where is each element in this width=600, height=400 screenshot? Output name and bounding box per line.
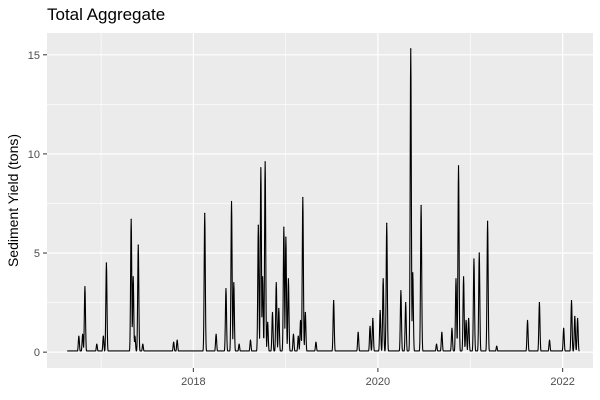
data-point — [465, 319, 467, 322]
data-point — [302, 196, 304, 199]
plot-panel — [47, 33, 593, 368]
data-point — [357, 331, 359, 333]
data-point — [249, 339, 252, 341]
data-point — [538, 301, 541, 304]
grid-lines — [47, 33, 593, 368]
data-point — [369, 325, 371, 327]
data-point — [285, 236, 287, 238]
x-tick-label: 2022 — [550, 376, 574, 388]
data-point — [526, 319, 529, 322]
x-tick-label: 2018 — [181, 376, 205, 388]
data-point — [372, 317, 374, 320]
sediment-yield-line — [66, 48, 580, 352]
data-point — [238, 343, 240, 345]
data-point — [386, 222, 388, 224]
data-point — [271, 311, 274, 314]
data-point — [379, 309, 381, 312]
data-point — [441, 331, 443, 333]
data-point — [137, 244, 139, 246]
data-point — [278, 307, 280, 310]
data-point — [283, 226, 285, 228]
series-layer — [66, 48, 580, 352]
data-point — [570, 300, 573, 302]
data-point — [299, 319, 302, 322]
data-point — [435, 343, 438, 345]
panel-background — [47, 33, 593, 368]
data-point — [275, 282, 277, 284]
data-point — [468, 317, 470, 320]
data-point — [267, 321, 269, 324]
data-point — [412, 272, 414, 274]
y-axis-title: Sediment Yield (tons) — [5, 134, 21, 267]
data-point — [297, 335, 299, 337]
y-tick-label: 0 — [34, 347, 40, 359]
data-point — [176, 339, 178, 341]
data-point — [173, 341, 175, 343]
data-point — [132, 276, 134, 278]
data-point — [96, 343, 98, 345]
data-point — [548, 339, 551, 341]
data-point — [410, 48, 412, 50]
data-point — [315, 341, 317, 343]
data-point — [457, 165, 460, 167]
data-point — [264, 161, 266, 163]
data-point — [215, 333, 217, 335]
data-point — [563, 327, 565, 329]
data-point — [496, 345, 498, 347]
data-point — [576, 317, 579, 320]
data-point — [233, 282, 235, 284]
data-point — [455, 278, 457, 280]
data-point — [382, 278, 384, 280]
data-point — [78, 335, 80, 337]
data-point — [292, 333, 295, 335]
data-point — [225, 288, 227, 290]
data-point — [257, 224, 259, 226]
data-point — [262, 276, 264, 278]
data-point — [451, 327, 453, 329]
data-point — [230, 200, 233, 203]
y-tick-label: 5 — [34, 248, 40, 260]
data-point — [462, 276, 465, 278]
data-point — [142, 343, 144, 345]
data-point — [478, 252, 480, 254]
x-tick-label: 2020 — [366, 376, 390, 388]
data-point — [84, 286, 86, 288]
data-point — [204, 212, 206, 214]
data-point — [574, 315, 576, 318]
chart-title: Total Aggregate — [47, 5, 165, 24]
data-point — [420, 204, 422, 207]
data-point — [287, 278, 289, 280]
data-point — [473, 258, 475, 260]
data-point — [102, 335, 104, 337]
data-point — [304, 311, 306, 314]
data-point — [134, 335, 136, 337]
data-point — [82, 333, 84, 335]
data-point — [105, 262, 107, 264]
data-point — [400, 290, 402, 292]
data-point — [486, 220, 489, 222]
data-point — [405, 301, 407, 304]
data-point — [260, 167, 262, 169]
data-point — [333, 300, 335, 302]
data-point — [130, 218, 132, 220]
y-tick-label: 15 — [28, 50, 40, 62]
y-tick-label: 10 — [28, 149, 40, 161]
axes: 0 5 10 15 2018 2020 2022 — [28, 50, 575, 388]
